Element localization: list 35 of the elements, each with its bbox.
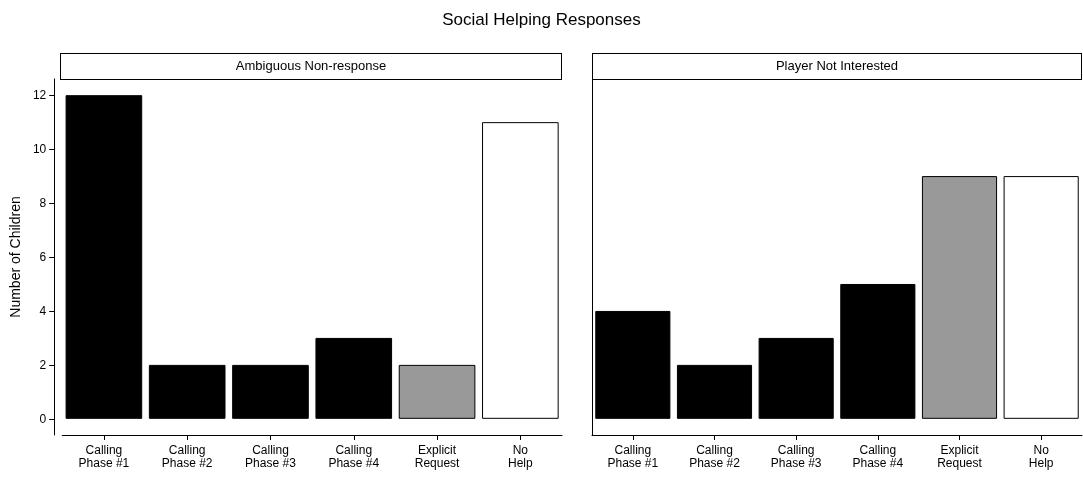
x-tick-label: Calling Phase #2	[689, 442, 741, 470]
bar	[921, 176, 998, 419]
bar	[232, 364, 309, 419]
bar	[595, 310, 671, 419]
bar	[676, 364, 753, 419]
x-tick-label: Explicit Request	[937, 442, 983, 470]
y-tick-label: 4	[39, 303, 47, 318]
chart-title: Social Helping Responses	[441, 10, 642, 30]
x-tick-label: No Help	[508, 442, 534, 470]
x-tick-label: Calling Phase #2	[161, 442, 213, 470]
bar	[482, 122, 559, 419]
y-tick-label: 0	[39, 411, 47, 426]
chart-subtitle: Ambiguous Non-response	[60, 53, 562, 80]
x-tick-label: Calling Phase #4	[852, 442, 904, 470]
bar	[840, 283, 916, 419]
x-tick-label: No Help	[1028, 442, 1054, 470]
x-tick-label: Calling Phase #3	[770, 442, 822, 470]
y-tick-label: 2	[39, 357, 47, 372]
bar	[1003, 176, 1079, 419]
x-tick-label: Calling Phase #1	[607, 442, 659, 470]
y-axis-title: Number of Children	[7, 196, 23, 318]
x-tick-label: Calling Phase #4	[328, 442, 380, 470]
y-tick-label: 12	[32, 88, 47, 103]
bar	[398, 364, 476, 419]
bar	[65, 95, 143, 419]
chart-subtitle: Player Not Interested	[592, 53, 1082, 80]
bar	[758, 337, 834, 419]
x-tick-label: Calling Phase #3	[245, 442, 297, 470]
y-tick-label: 10	[32, 142, 47, 157]
x-tick-label: Calling Phase #1	[78, 442, 130, 470]
x-tick-label: Explicit Request	[414, 442, 461, 470]
bar	[315, 337, 393, 419]
y-tick-label: 8	[39, 196, 47, 211]
y-tick-label: 6	[39, 250, 47, 264]
bar	[148, 364, 226, 419]
